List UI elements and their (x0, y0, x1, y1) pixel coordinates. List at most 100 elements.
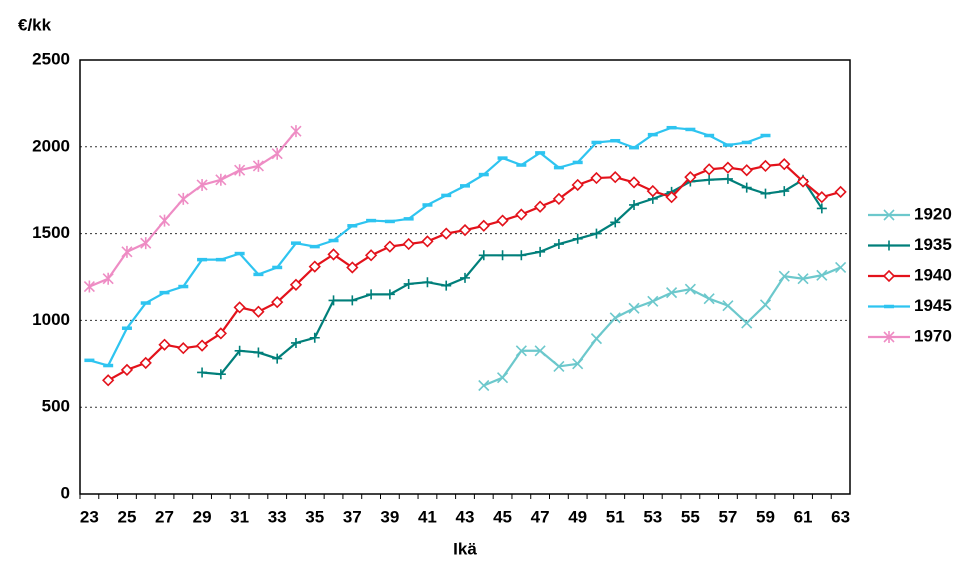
marker-part (327, 248, 340, 261)
marker-part (496, 372, 509, 384)
marker-part (422, 277, 433, 288)
marker-part (177, 192, 189, 205)
marker-part (627, 176, 641, 189)
x-tick-label: 33 (268, 507, 287, 526)
marker-part (83, 280, 95, 293)
marker (778, 270, 790, 282)
marker (497, 250, 508, 261)
marker-part (366, 289, 377, 300)
marker (703, 163, 716, 176)
marker (383, 240, 397, 253)
marker (402, 237, 415, 251)
marker-part (308, 260, 321, 273)
marker (553, 360, 565, 372)
marker-part (704, 174, 715, 185)
marker (440, 227, 453, 240)
marker (441, 280, 452, 291)
marker (215, 369, 226, 380)
marker-part (647, 295, 659, 307)
marker (516, 250, 527, 261)
marker (233, 301, 246, 314)
marker (272, 353, 283, 364)
marker (535, 246, 546, 257)
x-tick-label: 53 (643, 507, 662, 526)
marker-part (835, 261, 847, 274)
marker-part (252, 305, 265, 318)
marker (553, 239, 564, 250)
marker-part (610, 217, 621, 228)
marker (327, 248, 340, 261)
marker-part (177, 342, 190, 355)
marker-part (384, 289, 395, 300)
marker-part (796, 175, 810, 188)
marker-part (884, 240, 894, 251)
marker-part (140, 237, 152, 250)
marker-part (478, 250, 489, 261)
marker-part (233, 301, 246, 314)
legend-marker (883, 209, 895, 221)
marker (195, 339, 209, 352)
marker-part (215, 173, 227, 186)
marker-part (533, 200, 547, 213)
marker-part (722, 173, 733, 184)
marker (478, 379, 490, 392)
marker (366, 289, 377, 300)
marker-part (778, 270, 790, 282)
marker-part (234, 164, 246, 177)
marker-part (234, 345, 245, 356)
x-tick-label: 23 (80, 507, 99, 526)
marker-part (271, 147, 283, 160)
marker-part (121, 245, 133, 258)
x-tick-label: 47 (531, 507, 550, 526)
marker (684, 171, 697, 184)
marker (778, 158, 791, 171)
marker-part (552, 192, 566, 206)
marker (741, 317, 753, 329)
marker (610, 217, 621, 228)
y-tick-label: 500 (42, 397, 70, 416)
marker-part (628, 302, 640, 314)
marker-part (403, 278, 414, 289)
marker-part (347, 295, 358, 306)
marker (177, 342, 190, 355)
marker (591, 228, 602, 239)
marker-part (590, 171, 603, 185)
marker-part (214, 327, 227, 340)
marker (253, 347, 264, 358)
marker-part (666, 287, 678, 299)
marker (158, 338, 171, 351)
x-tick-label: 43 (456, 507, 475, 526)
marker (271, 296, 284, 309)
x-tick-label: 29 (193, 507, 212, 526)
y-axis-label: €/kk (18, 15, 52, 34)
marker-part (722, 300, 734, 312)
marker-part (120, 363, 134, 377)
marker-part (553, 239, 564, 250)
x-tick-label: 59 (756, 507, 775, 526)
marker (721, 161, 735, 174)
x-tick-label: 55 (681, 507, 700, 526)
marker (646, 184, 659, 198)
marker (515, 208, 528, 221)
marker-part (421, 235, 434, 248)
marker-part (102, 374, 115, 387)
marker-part (609, 312, 621, 324)
x-tick-label: 45 (493, 507, 512, 526)
marker-part (197, 367, 208, 378)
marker (477, 219, 490, 232)
marker (478, 250, 489, 261)
marker-part (665, 191, 678, 204)
marker (572, 233, 583, 244)
marker (289, 278, 303, 291)
marker (177, 192, 189, 205)
marker (759, 299, 772, 311)
marker (458, 223, 472, 237)
marker-part (290, 337, 301, 348)
marker (83, 280, 95, 293)
x-tick-label: 35 (305, 507, 324, 526)
marker (234, 345, 245, 356)
marker-part (741, 182, 752, 193)
marker (609, 171, 622, 184)
marker (704, 174, 715, 185)
marker (816, 269, 828, 281)
